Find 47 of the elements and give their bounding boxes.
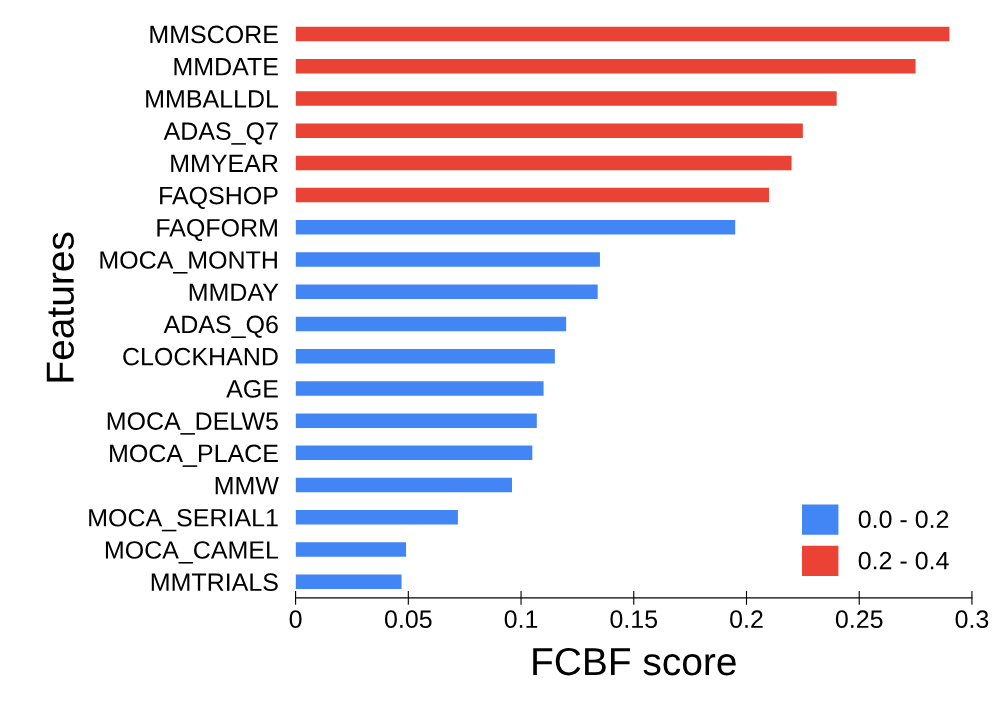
bar	[295, 26, 950, 42]
bar	[295, 220, 736, 235]
bar	[295, 91, 837, 106]
bar	[295, 252, 600, 267]
x-axis-title: FCBF score	[533, 647, 736, 676]
x-tick-label: 0.1	[504, 610, 538, 629]
bar	[295, 574, 402, 589]
y-tick-label: FAQSHOP	[160, 186, 278, 209]
y-tick-label: MMYEAR	[171, 154, 278, 172]
y-tick-label: ADAS_Q6	[163, 315, 278, 339]
y-tick-label: MMSCORE	[150, 25, 278, 44]
bar	[295, 510, 458, 525]
y-tick-label: MOCA_PLACE	[110, 444, 278, 467]
x-tick-label: 0	[289, 610, 302, 629]
y-tick-label: MOCA_SERIAL1	[89, 508, 278, 532]
bar	[295, 187, 770, 203]
bar	[295, 381, 544, 396]
y-tick-label: MOCA_DELW5	[107, 412, 278, 435]
bar	[295, 316, 567, 332]
bar	[295, 445, 533, 461]
x-tick-label: 0.2	[730, 610, 763, 629]
bar	[295, 155, 792, 171]
bar	[295, 58, 916, 74]
y-tick-label: MMBALLDL	[146, 90, 279, 108]
y-tick-label: FAQFORM	[157, 218, 277, 242]
y-tick-label: ADAS_Q7	[163, 122, 278, 145]
y-tick-label: AGE	[226, 380, 278, 398]
bar	[295, 284, 598, 300]
x-tick-label: 0.3	[955, 610, 989, 629]
bar	[295, 348, 555, 364]
y-tick-label: MMDAY	[189, 283, 279, 301]
x-tick-label: 0.25	[835, 610, 883, 629]
y-axis-title: Features	[46, 232, 74, 382]
legend-label: 0.2 - 0.4	[858, 551, 949, 570]
y-tick-label: CLOCKHAND	[123, 347, 278, 366]
y-tick-label: MMDATE	[174, 58, 278, 76]
y-tick-label: MMW	[215, 476, 279, 495]
bar	[295, 413, 537, 428]
y-tick-label: MOCA_MONTH	[100, 251, 277, 274]
bar	[295, 477, 513, 493]
bar	[295, 542, 407, 557]
y-tick-label: MOCA_CAMEL	[105, 541, 279, 564]
x-tick-label: 0.05	[384, 610, 432, 629]
legend-label: 0.0 - 0.2	[858, 510, 949, 529]
x-tick-label: 0.15	[610, 610, 658, 629]
y-tick-label: MMTRIALS	[151, 573, 278, 592]
bar	[295, 123, 803, 138]
